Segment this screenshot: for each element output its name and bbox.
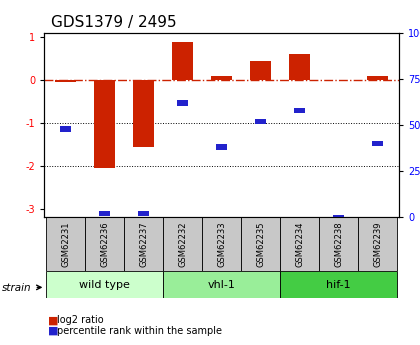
Bar (172, 42, 193, 80)
Text: ■: ■ (48, 315, 59, 325)
Text: GSM62239: GSM62239 (373, 221, 382, 267)
Text: hif-1: hif-1 (326, 280, 351, 289)
Bar (163, 217, 202, 271)
Text: GSM62234: GSM62234 (295, 221, 304, 267)
Text: GDS1379 / 2495: GDS1379 / 2495 (51, 15, 177, 30)
Bar (255, 119, 266, 124)
Bar (372, 141, 383, 146)
Bar (294, 108, 305, 113)
Text: GSM62231: GSM62231 (61, 221, 70, 267)
Bar (250, 61, 271, 80)
Bar (94, 80, 115, 168)
Bar (289, 54, 310, 80)
Bar (367, 76, 388, 80)
Bar (280, 217, 319, 271)
Bar (133, 80, 154, 147)
Bar (202, 217, 241, 271)
Text: GSM62238: GSM62238 (334, 221, 343, 267)
Bar (280, 271, 397, 298)
Text: vhl-1: vhl-1 (207, 280, 236, 289)
Text: GSM62237: GSM62237 (139, 221, 148, 267)
Text: log2 ratio: log2 ratio (57, 315, 103, 325)
Text: GSM62235: GSM62235 (256, 221, 265, 267)
Text: wild type: wild type (79, 280, 130, 289)
Bar (177, 100, 189, 106)
Bar (211, 76, 232, 80)
Text: strain: strain (2, 283, 32, 293)
Bar (163, 271, 280, 298)
Bar (60, 126, 71, 131)
Bar (99, 211, 110, 216)
Bar (216, 145, 227, 150)
Bar (124, 217, 163, 271)
Bar (55, 80, 76, 82)
Bar (358, 217, 397, 271)
Text: GSM62233: GSM62233 (217, 221, 226, 267)
Bar (319, 217, 358, 271)
Bar (138, 211, 150, 216)
Bar (46, 271, 163, 298)
Bar (333, 215, 344, 220)
Text: GSM62236: GSM62236 (100, 221, 109, 267)
Text: percentile rank within the sample: percentile rank within the sample (57, 326, 222, 335)
Text: ■: ■ (48, 326, 59, 335)
Bar (85, 217, 124, 271)
Bar (241, 217, 280, 271)
Bar (46, 217, 85, 271)
Text: GSM62232: GSM62232 (178, 221, 187, 267)
